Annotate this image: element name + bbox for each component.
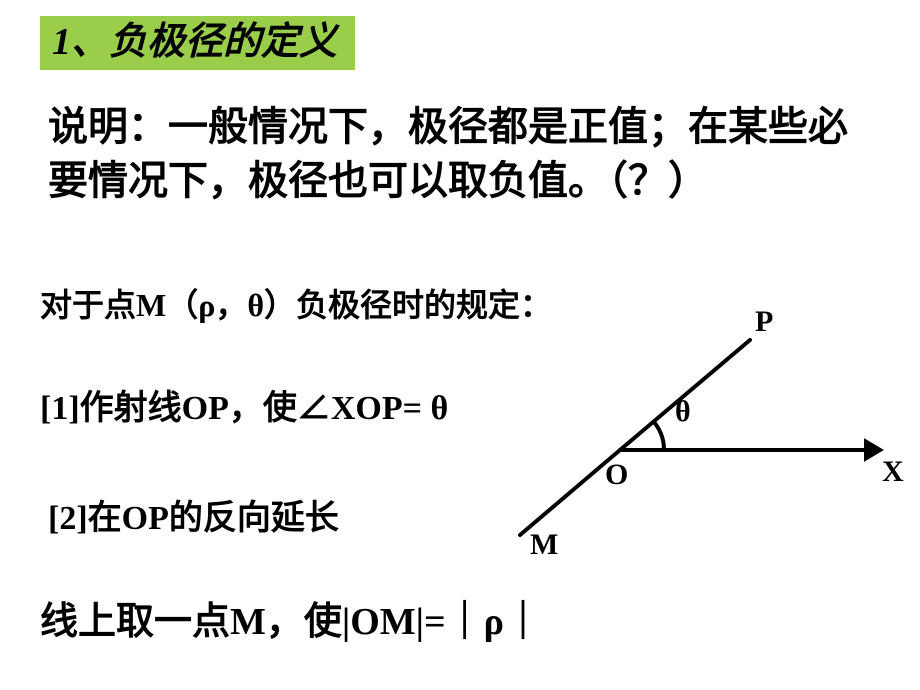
label-m: M (530, 528, 558, 562)
step-2-line-2: 线上取一点M，使|OM|=｜ρ｜ (40, 590, 542, 645)
label-p: P (755, 305, 773, 339)
label-theta-text: θ (675, 395, 691, 428)
label-x-text: X (882, 455, 904, 488)
step-2-line-1-text: [2]在OP的反向延长 (48, 500, 339, 537)
step-1: [1]作射线OP，使∠XOP= θ (40, 380, 448, 429)
step-2-line-1: [2]在OP的反向延长 (48, 490, 339, 539)
explanation-paragraph: 说明：一般情况下，极径都是正值；在某些必要情况下，极径也可以取负值。（？） (48, 100, 878, 208)
polar-diagram: P O X M θ (500, 300, 910, 570)
label-p-text: P (755, 305, 773, 338)
label-o-text: O (605, 458, 628, 491)
step-2-line-2-text: 线上取一点M，使|OM|=｜ρ｜ (40, 601, 542, 643)
label-theta: θ (675, 395, 691, 429)
rule-intro-text: 对于点M（ρ，θ）负极径时的规定： (40, 287, 552, 323)
explanation-text: 说明：一般情况下，极径都是正值；在某些必要情况下，极径也可以取负值。（？） (48, 104, 848, 203)
polar-diagram-svg (500, 300, 910, 570)
label-m-text: M (530, 528, 558, 561)
step-1-text: [1]作射线OP，使∠XOP= θ (40, 390, 448, 427)
section-title-text: 1、负极径的定义 (52, 21, 337, 63)
label-x: X (882, 455, 904, 489)
rule-intro: 对于点M（ρ，θ）负极径时的规定： (40, 280, 552, 326)
section-title: 1、负极径的定义 (40, 16, 355, 70)
label-o: O (605, 458, 628, 492)
